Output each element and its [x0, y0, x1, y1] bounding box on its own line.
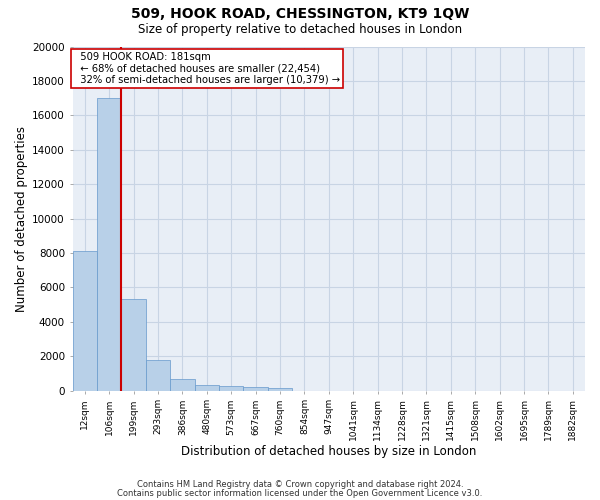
Text: Contains HM Land Registry data © Crown copyright and database right 2024.: Contains HM Land Registry data © Crown c… [137, 480, 463, 489]
Bar [146, 360, 170, 390]
Y-axis label: Number of detached properties: Number of detached properties [15, 126, 28, 312]
Text: Size of property relative to detached houses in London: Size of property relative to detached ho… [138, 22, 462, 36]
X-axis label: Distribution of detached houses by size in London: Distribution of detached houses by size … [181, 444, 476, 458]
Text: 509 HOOK ROAD: 181sqm
  ← 68% of detached houses are smaller (22,454)
  32% of s: 509 HOOK ROAD: 181sqm ← 68% of detached … [74, 52, 340, 85]
Bar [97, 98, 121, 390]
Bar [219, 386, 244, 390]
Text: Contains public sector information licensed under the Open Government Licence v3: Contains public sector information licen… [118, 488, 482, 498]
Bar [268, 388, 292, 390]
Bar [244, 387, 268, 390]
Bar [73, 251, 97, 390]
Text: 509, HOOK ROAD, CHESSINGTON, KT9 1QW: 509, HOOK ROAD, CHESSINGTON, KT9 1QW [131, 8, 469, 22]
Bar [121, 300, 146, 390]
Bar [194, 384, 219, 390]
Bar [170, 378, 194, 390]
